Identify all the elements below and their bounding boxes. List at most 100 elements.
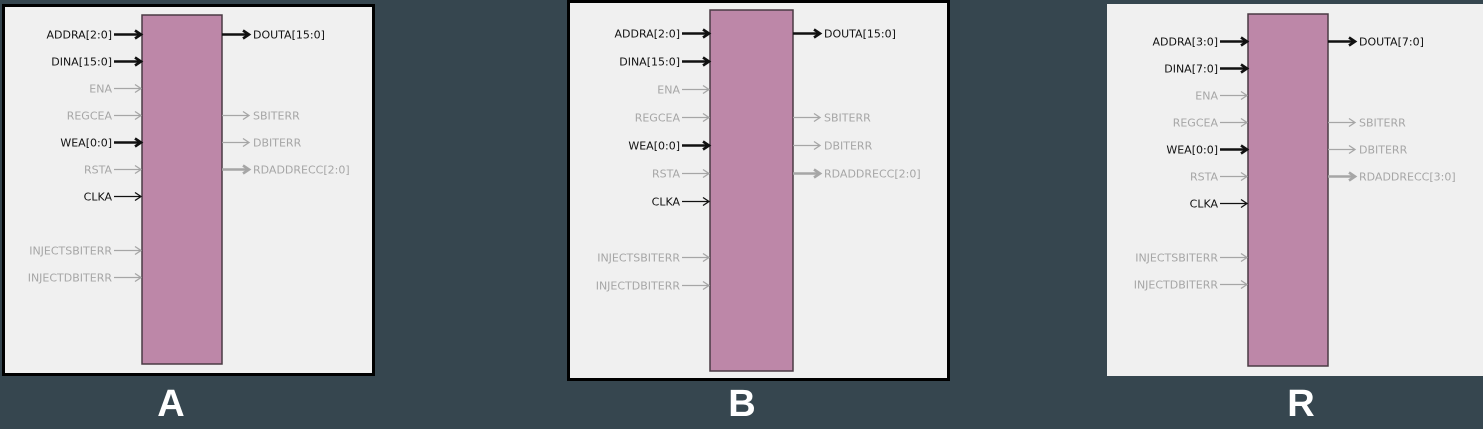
diagram-caption-a: A <box>157 383 185 425</box>
arrow-head-icon <box>702 252 711 263</box>
input-label: REGCEA <box>1173 117 1219 130</box>
input-port-injectsbiterr: INJECTSBITERR <box>597 252 711 265</box>
arrow-head-icon <box>1240 63 1250 74</box>
input-port-ena: ENA <box>657 84 711 97</box>
arrow-head-icon <box>813 140 822 151</box>
arrow-head-icon <box>1240 117 1249 128</box>
arrow-head-icon <box>702 28 712 39</box>
arrow-head-icon <box>702 84 711 95</box>
input-label: ADDRA[2:0] <box>47 29 112 42</box>
input-label: DINA[15:0] <box>619 56 680 69</box>
input-port-injectsbiterr: INJECTSBITERR <box>29 245 143 258</box>
arrow-head-icon <box>242 110 251 121</box>
output-port-dbiterr: DBITERR <box>1328 144 1408 157</box>
input-label: INJECTSBITERR <box>29 245 112 258</box>
memory-block <box>141 14 223 365</box>
input-label: REGCEA <box>635 112 681 125</box>
output-label: DBITERR <box>253 137 302 150</box>
input-port-wea: WEA[0:0] <box>628 140 712 153</box>
output-port-rdaddrecc: RDADDRECC[2:0] <box>793 168 921 181</box>
input-label: DINA[7:0] <box>1164 63 1218 76</box>
arrow-head-icon <box>134 245 143 256</box>
input-port-injectdbiterr: INJECTDBITERR <box>1134 279 1249 292</box>
arrow-head-icon <box>1348 117 1357 128</box>
arrow-head-icon <box>134 272 143 283</box>
output-port-rdaddrecc: RDADDRECC[2:0] <box>222 164 350 177</box>
input-port-ena: ENA <box>89 83 143 96</box>
input-port-injectsbiterr: INJECTSBITERR <box>1135 252 1249 265</box>
arrow-head-icon <box>1240 36 1250 47</box>
input-port-ena: ENA <box>1195 90 1249 103</box>
input-label: INJECTDBITERR <box>28 272 113 285</box>
output-port-douta: DOUTA[15:0] <box>222 29 325 42</box>
input-label: CLKA <box>652 196 681 209</box>
output-label: SBITERR <box>253 110 300 123</box>
input-label: DINA[15:0] <box>51 56 112 69</box>
input-label: ADDRA[3:0] <box>1153 36 1218 49</box>
diagram-caption-r: R <box>1287 383 1315 425</box>
arrow-head-icon <box>1240 252 1249 263</box>
input-port-clka: CLKA <box>652 196 711 209</box>
arrow-head-icon <box>1348 36 1358 47</box>
diagram-caption-b: B <box>728 383 756 425</box>
output-label: RDADDRECC[2:0] <box>253 164 350 177</box>
arrow-head-icon <box>134 83 143 94</box>
arrow-head-icon <box>1240 90 1249 101</box>
arrow-head-icon <box>134 137 144 148</box>
input-port-addra: ADDRA[3:0] <box>1153 36 1250 49</box>
block-diagram-b: ADDRA[2:0] DINA[15:0] ENA REGCEA WEA[0:0] RST… <box>596 9 921 372</box>
arrow-head-icon <box>1348 171 1358 182</box>
arrow-head-icon <box>134 191 143 202</box>
input-label: WEA[0:0] <box>628 140 680 153</box>
input-label: ENA <box>657 84 680 97</box>
output-label: DBITERR <box>824 140 873 153</box>
arrow-head-icon <box>242 137 251 148</box>
input-port-injectdbiterr: INJECTDBITERR <box>28 272 143 285</box>
arrow-head-icon <box>1348 144 1357 155</box>
input-port-dina: DINA[15:0] <box>51 56 144 69</box>
input-label: ENA <box>1195 90 1218 103</box>
input-label: CLKA <box>84 191 113 204</box>
input-port-injectdbiterr: INJECTDBITERR <box>596 280 711 293</box>
arrow-head-icon <box>134 164 143 175</box>
memory-block <box>1247 13 1329 367</box>
input-label: CLKA <box>1190 198 1219 211</box>
input-label: WEA[0:0] <box>1166 144 1218 157</box>
output-port-douta: DOUTA[15:0] <box>793 28 896 41</box>
output-port-sbiterr: SBITERR <box>793 112 871 125</box>
input-label: INJECTSBITERR <box>1135 252 1218 265</box>
output-port-sbiterr: SBITERR <box>1328 117 1406 130</box>
arrow-head-icon <box>813 28 823 39</box>
input-label: RSTA <box>84 164 112 177</box>
input-label: RSTA <box>1190 171 1218 184</box>
diagram-panel-b: ADDRA[2:0] DINA[15:0] ENA REGCEA WEA[0:0] RST… <box>567 0 950 381</box>
arrow-head-icon <box>1240 279 1249 290</box>
output-label: DBITERR <box>1359 144 1408 157</box>
arrow-head-icon <box>1240 171 1249 182</box>
input-port-dina: DINA[15:0] <box>619 56 712 69</box>
arrow-head-icon <box>1240 198 1249 209</box>
output-port-dbiterr: DBITERR <box>793 140 873 153</box>
arrow-head-icon <box>134 110 143 121</box>
output-label: RDADDRECC[3:0] <box>1359 171 1456 184</box>
arrow-head-icon <box>702 140 712 151</box>
input-port-wea: WEA[0:0] <box>60 137 144 150</box>
input-label: REGCEA <box>67 110 113 123</box>
input-label: INJECTDBITERR <box>1134 279 1219 292</box>
arrow-head-icon <box>702 196 711 207</box>
input-label: INJECTSBITERR <box>597 252 680 265</box>
arrow-head-icon <box>813 168 823 179</box>
arrow-head-icon <box>134 56 144 67</box>
block-diagram-a: ADDRA[2:0] DINA[15:0] ENA REGCEA WEA[0:0] RST… <box>28 14 350 365</box>
input-port-addra: ADDRA[2:0] <box>615 28 712 41</box>
output-label: RDADDRECC[2:0] <box>824 168 921 181</box>
arrow-head-icon <box>702 56 712 67</box>
input-port-clka: CLKA <box>84 191 143 204</box>
memory-block <box>709 9 794 372</box>
arrow-head-icon <box>702 112 711 123</box>
arrow-head-icon <box>1240 144 1250 155</box>
arrow-head-icon <box>242 164 252 175</box>
output-label: SBITERR <box>1359 117 1406 130</box>
input-label: ADDRA[2:0] <box>615 28 680 41</box>
input-port-regcea: REGCEA <box>1173 117 1249 130</box>
